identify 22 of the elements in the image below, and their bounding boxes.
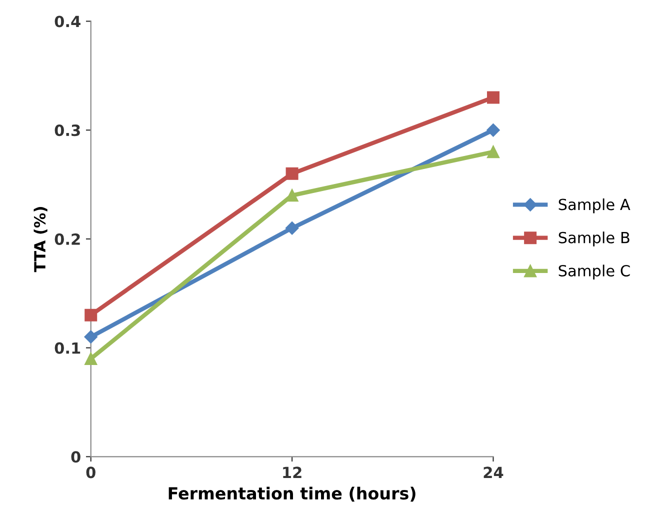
y-tick-label: 0 bbox=[71, 451, 80, 463]
point bbox=[285, 221, 299, 235]
x-tick-label: 0 bbox=[86, 466, 96, 478]
point bbox=[84, 352, 98, 365]
legend-label: Sample C bbox=[558, 264, 630, 280]
point bbox=[486, 124, 500, 137]
point bbox=[486, 146, 500, 158]
x-tick-label: 24 bbox=[484, 466, 504, 478]
y-axis-title: TTA (%) bbox=[34, 207, 48, 272]
point bbox=[486, 91, 500, 104]
legend-label: Sample A bbox=[558, 198, 630, 214]
y-tick-label: 0.1 bbox=[54, 342, 80, 354]
y-tick-label: 0.4 bbox=[54, 16, 80, 28]
x-axis-title: Fermentation time (hours) bbox=[168, 486, 416, 502]
legend-label: Sample B bbox=[558, 232, 630, 246]
point bbox=[286, 189, 298, 202]
point bbox=[286, 167, 298, 180]
x-tick-label: 12 bbox=[283, 466, 302, 478]
y-tick-label: 0.2 bbox=[54, 233, 80, 245]
y-tick-label: 0.3 bbox=[54, 124, 80, 136]
point bbox=[84, 308, 98, 322]
point bbox=[84, 330, 98, 344]
